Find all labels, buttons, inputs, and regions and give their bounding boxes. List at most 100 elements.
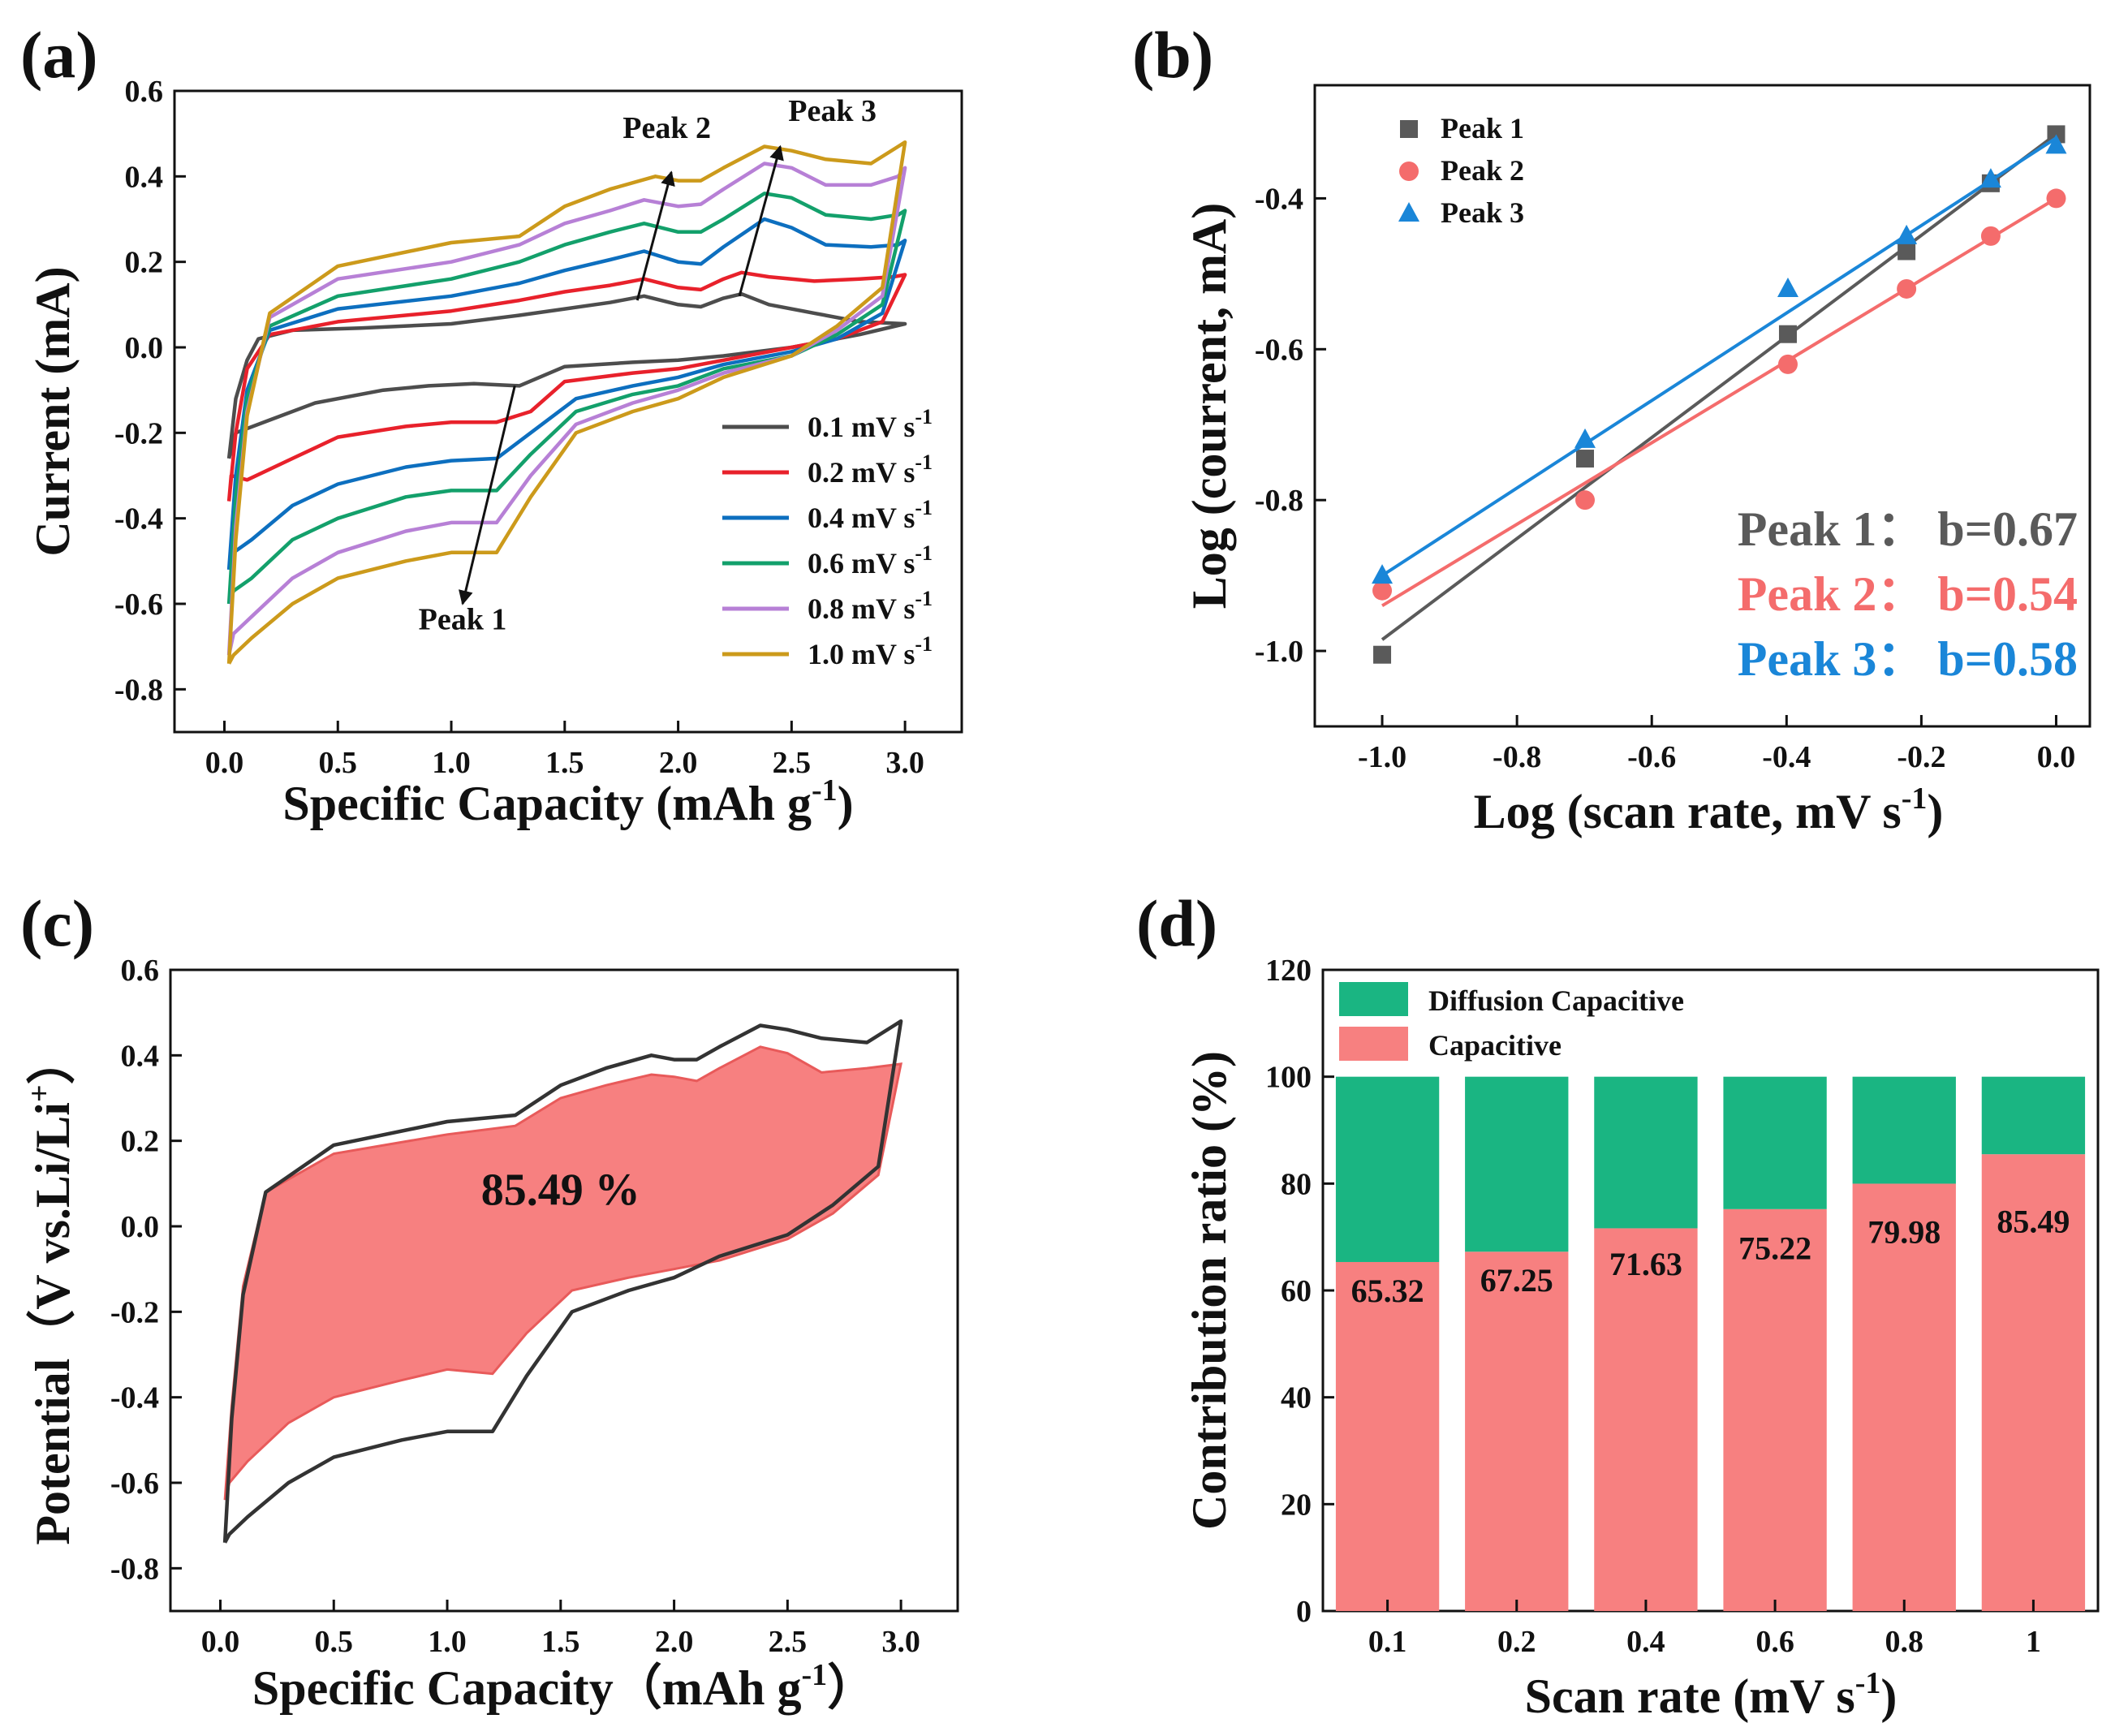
b-y-tick-label: -0.6: [1255, 333, 1303, 367]
bar-data-label: 79.98: [1867, 1214, 1941, 1251]
legend-sup: -1: [915, 450, 933, 474]
legend-swatch-diffusion: [1339, 982, 1408, 1016]
legend-label-capacitive: Capacitive: [1428, 1029, 1562, 1062]
data-point-peak3: [1979, 168, 2001, 188]
legend-label-peak: Peak 1: [1441, 112, 1524, 144]
c-y-tick-label: 0.6: [121, 954, 160, 988]
data-point-peak3: [2045, 134, 2067, 154]
data-point-peak3: [1777, 277, 1798, 297]
legend-a: 0.1 mV s-10.2 mV s-10.4 mV s-10.6 mV s-1…: [722, 405, 933, 670]
c-y-tick-label: -0.2: [110, 1295, 159, 1329]
legend-rate: 0.1 mV s: [808, 411, 915, 443]
a-y-tick-label: 0.2: [125, 246, 164, 280]
data-point-peak2: [1777, 354, 1798, 374]
y-axis-label-d: Contribution ratio (%): [1182, 1051, 1236, 1530]
x-axis-label-a: Specific Capacity (mAh g-1): [282, 773, 853, 830]
data-point-peak1: [1576, 450, 1595, 468]
legend-swatch-capacitive: [1339, 1027, 1408, 1061]
legend-label-0.4: 0.4 mV s-1: [808, 496, 933, 534]
b-value-annotation: Peak 1： b=0.67: [1738, 502, 2078, 556]
data-point-peak2: [1575, 490, 1596, 510]
a-y-tick-label: -0.6: [114, 588, 163, 622]
x-axis-label-d: Scan rate (mV s-1): [1525, 1666, 1898, 1723]
data-point-peak3: [1896, 224, 1918, 244]
data-point-peak2: [2046, 188, 2066, 209]
panel-label-d: (d): [1136, 886, 1217, 960]
b-x-tick-label: -0.8: [1493, 740, 1541, 774]
fit-line-1: [1381, 132, 2057, 641]
d-y-tick-label: 60: [1281, 1274, 1312, 1308]
legend-sup: -1: [915, 541, 933, 565]
bar-capacitive: [1594, 1228, 1698, 1611]
panel-a-cv-curves: 0.0 0.5 1.0 1.5 2.0 2.5 3.0 -0.8 -0.6 -0.4 -0.2 0.0…: [26, 75, 963, 830]
b-x-tick-label: -0.6: [1627, 740, 1676, 774]
a-y-tick-label: 0.6: [125, 75, 164, 109]
data-point-peak2: [1897, 278, 1917, 299]
legend-rate: 0.2 mV s: [808, 456, 915, 489]
a-y-tick-label: 0.4: [125, 160, 164, 194]
b-x-tick-label: -0.4: [1762, 740, 1811, 774]
d-y-tick-label: 100: [1265, 1061, 1312, 1095]
c-y-tick-label: 0.2: [121, 1125, 160, 1159]
d-y-tick-label: 120: [1265, 954, 1312, 988]
bar-capacitive: [1723, 1208, 1827, 1611]
legend-d: Diffusion Capacitive Capacitive: [1339, 982, 1684, 1062]
bar-data-label: 75.22: [1738, 1230, 1811, 1266]
c-x-tick-label: 3.0: [881, 1625, 920, 1659]
bar-capacitive: [1465, 1251, 1569, 1611]
data-point-peak1: [1898, 242, 1916, 261]
bar-data-label: 65.32: [1351, 1273, 1424, 1309]
y-axis-label-b: Log (courrent, mA): [1182, 203, 1236, 609]
c-x-tick-label: 2.5: [769, 1625, 808, 1659]
b-y-tick-label: -1.0: [1255, 635, 1303, 669]
data-point-peak3: [1574, 428, 1596, 448]
bar-data-label: 71.63: [1609, 1246, 1682, 1282]
legend-rate: 0.4 mV s: [808, 502, 915, 534]
panel-label-c: (c): [20, 886, 94, 960]
legend-rate: 1.0 mV s: [808, 638, 915, 670]
d-y-tick-label: 40: [1281, 1381, 1312, 1415]
bar-diffusion: [1981, 1076, 2086, 1155]
plot-frame-a: [173, 89, 963, 734]
peak-arrow: [738, 144, 784, 297]
panel-d-contribution-bars: 0 20 40 60 80 100 120 65.32 0.1 67.25 0.2 71.63 0.4…: [1182, 954, 2100, 1723]
bar-diffusion: [1335, 1076, 1440, 1262]
legend-label-0.8: 0.8 mV s-1: [808, 587, 933, 625]
legend-marker-circle: [1399, 162, 1419, 181]
c-x-tick-label: 1.5: [541, 1625, 580, 1659]
a-x-tick-label: 2.5: [773, 746, 812, 780]
panel-b-log-fit: -1.0 -0.8 -0.6 -0.4 -0.2 0.0-1.0-0.8-0.6-0.4 …: [1182, 84, 2091, 838]
legend-label-1.0: 1.0 mV s-1: [808, 632, 933, 670]
legend-sup: -1: [915, 587, 933, 610]
panel-c-capacitive-area: 0.0 0.5 1.0 1.5 2.0 2.5 3.0 -0.8 -0.6 -0.4 -0.2 0.0…: [23, 954, 959, 1715]
bar-capacitive: [1335, 1261, 1440, 1611]
legend-marker-square: [1400, 120, 1418, 138]
bar-data-label: 85.49: [1997, 1203, 2070, 1239]
panel-label-b: (b): [1132, 18, 1213, 92]
b-x-tick-label: 0.0: [2037, 740, 2076, 774]
d-x-tick-label: 1: [2026, 1625, 2041, 1659]
a-x-tick-label: 2.0: [659, 746, 698, 780]
b-value-annotation: Peak 2： b=0.54: [1738, 567, 2078, 621]
legend-sup: -1: [915, 405, 933, 429]
legend-sup: -1: [915, 632, 933, 656]
bar-capacitive: [1852, 1183, 1956, 1611]
plot-frame-b: [1313, 84, 2091, 728]
plot-frame-c: [169, 968, 959, 1613]
a-x-tick-label: 1.0: [432, 746, 471, 780]
c-y-tick-label: -0.8: [110, 1552, 159, 1586]
c-x-tick-label: 0.5: [315, 1625, 354, 1659]
bar-diffusion: [1465, 1076, 1569, 1252]
cv-curve-1.0: [226, 140, 907, 665]
c-x-tick-label: 2.0: [655, 1625, 694, 1659]
c-y-tick-label: 0.0: [121, 1210, 160, 1244]
data-point-peak1: [1778, 325, 1797, 343]
c-x-tick-label: 0.0: [201, 1625, 240, 1659]
b-y-tick-label: -0.8: [1255, 484, 1303, 518]
a-x-tick-label: 0.0: [205, 746, 244, 780]
d-x-tick-label: 0.8: [1885, 1625, 1924, 1659]
b-x-tick-label: -0.2: [1897, 740, 1945, 774]
total-cv-curve: [222, 1019, 903, 1544]
c-y-tick-label: -0.6: [110, 1467, 159, 1501]
